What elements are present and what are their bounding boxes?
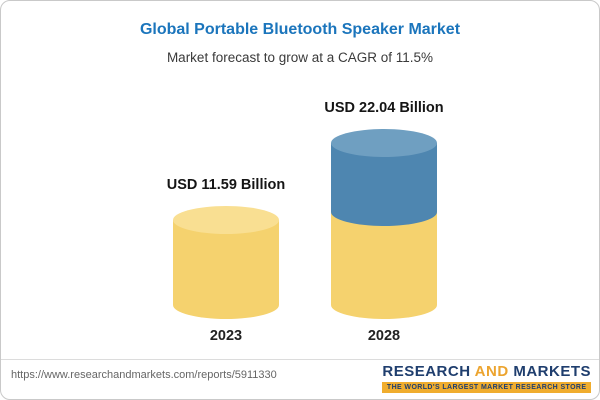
logo-word-and: AND — [470, 363, 514, 380]
logo-word-markets: MARKETS — [513, 363, 591, 380]
cylinder-2023-body — [173, 220, 279, 319]
cylinder-2028-top-ellipse — [331, 129, 437, 157]
logo-wordmark: RESEARCH AND MARKETS — [382, 363, 591, 380]
cylinder-2028-yellow-segment — [331, 212, 437, 319]
x-axis-label-2023: 2023 — [209, 328, 243, 344]
cylinder-bar-2023 — [173, 206, 279, 319]
research-and-markets-logo[interactable]: RESEARCH AND MARKETS THE WORLD'S LARGEST… — [382, 363, 591, 393]
footer-divider — [1, 359, 599, 360]
chart-title: Global Portable Bluetooth Speaker Market — [139, 21, 461, 38]
value-label-2028: USD 22.04 Billion — [324, 100, 444, 116]
cylinder-2023-top-ellipse — [173, 206, 279, 234]
cylinder-bar-2028 — [331, 129, 437, 319]
chart-subtitle: Market forecast to grow at a CAGR of 11.… — [166, 50, 434, 65]
value-label-2023: USD 11.59 Billion — [166, 177, 286, 193]
logo-word-research: RESEARCH — [382, 363, 471, 380]
x-axis-label-2028: 2028 — [367, 328, 401, 344]
logo-tagline: THE WORLD'S LARGEST MARKET RESEARCH STOR… — [382, 382, 591, 393]
source-url-link[interactable]: https://www.researchandmarkets.com/repor… — [11, 369, 277, 381]
